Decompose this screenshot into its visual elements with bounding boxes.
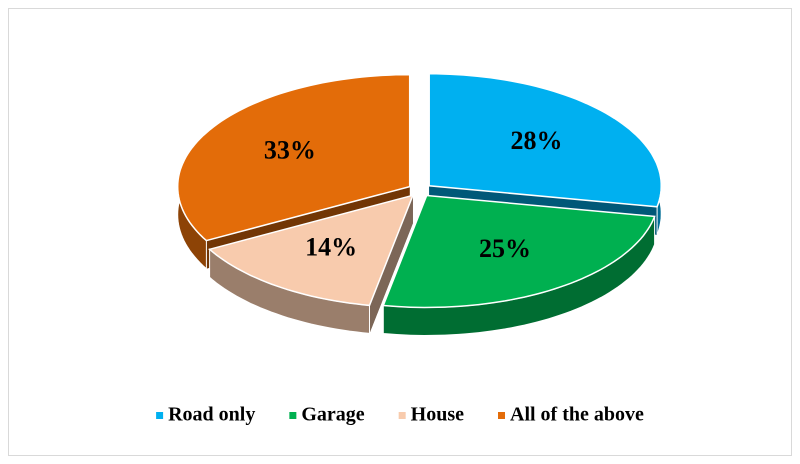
data-label: 25% xyxy=(479,234,531,263)
legend-label: Road only xyxy=(168,404,255,426)
slice-side xyxy=(369,195,413,334)
legend-swatch xyxy=(398,412,406,419)
slice-top xyxy=(428,73,662,208)
legend-label: All of the above xyxy=(510,404,644,426)
legend: Road only Garage House All of the above xyxy=(156,404,644,426)
slice xyxy=(382,194,656,337)
legend-swatch xyxy=(156,412,164,419)
data-label: 14% xyxy=(305,233,357,262)
legend-label: Garage xyxy=(301,404,364,426)
data-label: 28% xyxy=(511,126,563,155)
data-label: 33% xyxy=(264,135,316,164)
slice xyxy=(208,194,415,334)
legend-swatch xyxy=(498,412,506,419)
slice-top xyxy=(176,73,411,242)
slice-top xyxy=(208,194,415,307)
slice-top xyxy=(382,194,656,309)
legend-swatch xyxy=(289,412,297,419)
legend-label: House xyxy=(411,404,464,426)
